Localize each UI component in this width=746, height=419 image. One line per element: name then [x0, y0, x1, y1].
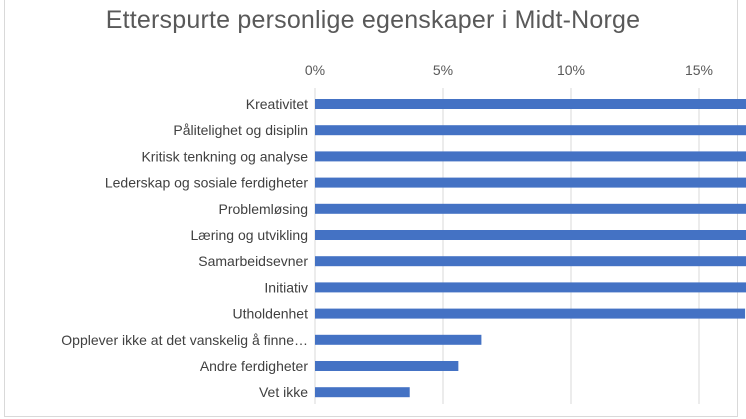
bar	[315, 387, 410, 398]
bar	[315, 203, 746, 214]
bar	[315, 99, 746, 109]
bar	[315, 125, 746, 136]
bar	[315, 282, 746, 293]
bar	[315, 256, 746, 267]
gridlines	[314, 88, 700, 404]
category-label: Opplever ikke at det vanskelig å finne…	[61, 332, 308, 348]
bar	[315, 151, 746, 162]
bar	[315, 308, 746, 319]
category-label: Andre ferdigheter	[200, 358, 309, 374]
x-tick-label: 0%	[305, 62, 325, 78]
bar	[315, 177, 746, 188]
x-tick-label: 10%	[557, 62, 585, 78]
category-label: Initiativ	[264, 279, 308, 295]
bars	[315, 99, 746, 398]
category-label: Kreativitet	[246, 96, 308, 112]
bar	[315, 230, 746, 240]
category-label: Vet ikke	[259, 384, 308, 400]
bar	[315, 361, 459, 371]
x-tick-label: 5%	[433, 62, 453, 78]
category-label: Utholdenhet	[232, 306, 308, 322]
category-label: Kritisk tenkning og analyse	[141, 148, 308, 164]
x-axis-ticks: 0%5%10%15%20%25%30%	[305, 62, 713, 78]
category-label: Lederskap og sosiale ferdigheter	[105, 175, 308, 191]
x-tick-label: 15%	[685, 62, 713, 78]
bar	[315, 334, 482, 345]
category-label: Samarbeidsevner	[198, 253, 308, 269]
chart-title: Etterspurte personlige egenskaper i Midt…	[105, 6, 641, 34]
category-label: Problemløsing	[219, 201, 308, 217]
category-labels: Kreativitet Pålitelighet og disiplin Kriti…	[61, 96, 308, 400]
category-label: Pålitelighet og disiplin	[173, 122, 308, 138]
category-label: Læring og utvikling	[190, 227, 308, 243]
